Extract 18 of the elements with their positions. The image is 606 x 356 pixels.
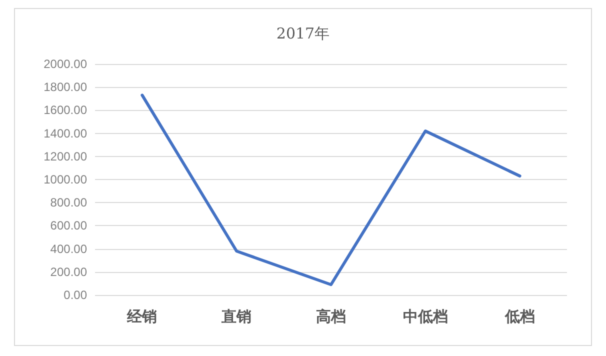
y-tick-label: 2000.00 [44,57,88,71]
chart-title: 2017年 [276,24,330,42]
y-tick-label: 1600.00 [44,103,88,118]
y-tick-label: 1800.00 [44,80,88,94]
x-tick-label: 低档 [504,308,535,326]
x-tick-label: 经销 [126,308,158,326]
y-tick-label: 600.00 [50,218,88,233]
y-tick-label: 800.00 [50,196,88,210]
y-tick-label: 0.00 [64,288,88,302]
x-tick-label: 中低档 [402,308,448,326]
y-tick-label: 1400.00 [44,126,88,140]
x-tick-label: 直销 [220,308,252,326]
y-tick-label: 400.00 [50,242,88,256]
y-tick-label: 1000.00 [44,172,88,186]
x-tick-label: 高档 [316,308,346,326]
y-tick-label: 1200.00 [44,149,88,164]
y-tick-label: 200.00 [50,264,88,279]
line-series [140,94,522,286]
